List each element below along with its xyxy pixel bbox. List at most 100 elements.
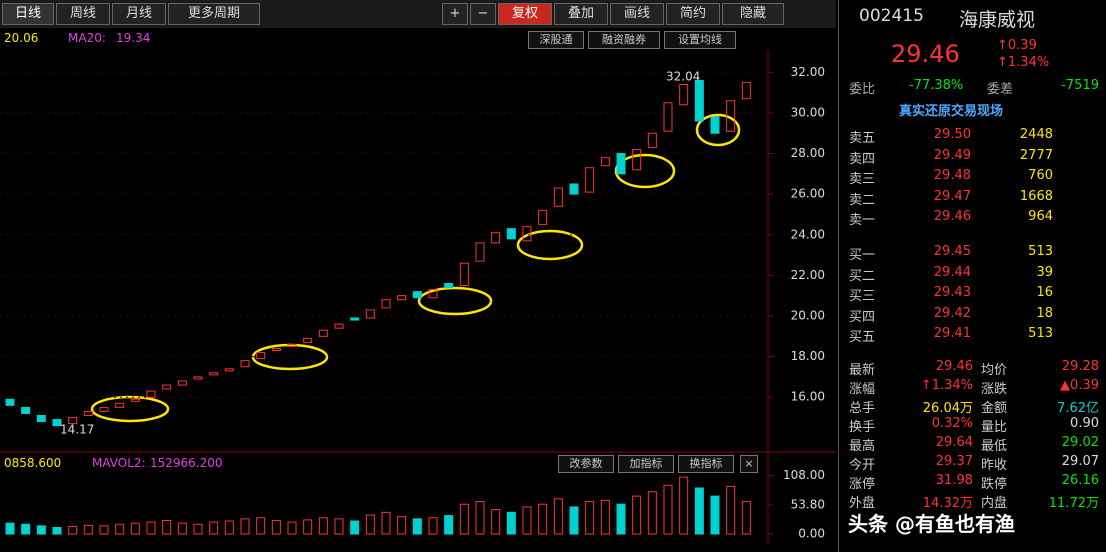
toolbar-button[interactable]: 月线 bbox=[112, 3, 166, 25]
y-tick-label: 32.00 bbox=[791, 65, 825, 79]
volume-bar bbox=[381, 511, 391, 535]
candle bbox=[334, 323, 344, 329]
volume-bar bbox=[83, 524, 93, 535]
candle bbox=[5, 398, 15, 406]
stat-value: 29.37 bbox=[935, 454, 973, 469]
toolbar-button[interactable]: 叠加 bbox=[554, 3, 608, 25]
volume-bar bbox=[115, 523, 125, 535]
stat-label: 涨跌 bbox=[981, 382, 1008, 397]
volume-bar bbox=[412, 518, 422, 535]
candle bbox=[256, 352, 266, 360]
volume-bar bbox=[68, 525, 78, 535]
candle bbox=[710, 116, 720, 134]
chart-button[interactable]: 深股通 bbox=[528, 31, 584, 49]
stat-label: 金额 bbox=[981, 401, 1008, 416]
panel-button[interactable]: × bbox=[740, 455, 758, 473]
book-price: 29.47 bbox=[933, 188, 971, 204]
toolbar-button[interactable]: + bbox=[442, 3, 468, 25]
volume-bar bbox=[162, 519, 172, 535]
volume-bar bbox=[710, 495, 720, 535]
volume-bar bbox=[271, 519, 281, 535]
book-price: 29.44 bbox=[933, 264, 971, 280]
candle bbox=[36, 414, 46, 423]
book-price: 29.41 bbox=[933, 326, 971, 341]
volume-bar bbox=[240, 518, 250, 535]
book-price: 29.46 bbox=[933, 209, 971, 224]
stock-code: 002415 bbox=[859, 6, 924, 26]
panel-button[interactable]: 换指标 bbox=[678, 455, 734, 473]
legend-ma-label: MA20: bbox=[68, 31, 106, 45]
candle bbox=[444, 282, 454, 289]
volume-bar bbox=[350, 520, 360, 535]
book-price: 29.48 bbox=[933, 168, 971, 183]
stat-label: 最低 bbox=[981, 439, 1008, 454]
panel-button[interactable]: 改参数 bbox=[558, 455, 614, 473]
candle bbox=[397, 295, 407, 301]
change-pct: ↑1.34% bbox=[997, 55, 1050, 70]
legend-ma-value: 19.34 bbox=[116, 31, 151, 45]
candle bbox=[271, 347, 281, 352]
volume-bar bbox=[21, 523, 31, 535]
stat-value: 14.32万 bbox=[922, 496, 973, 511]
y-tick-label: 108.00 bbox=[783, 468, 825, 482]
toolbar-button[interactable]: 隐藏 bbox=[722, 3, 784, 25]
stat-label: 最高 bbox=[849, 439, 876, 454]
volume-bar bbox=[303, 519, 313, 535]
banner[interactable]: 真实还原交易现场 bbox=[899, 104, 1004, 119]
volume-bar bbox=[600, 499, 610, 535]
stat-label: 涨幅 bbox=[849, 382, 876, 397]
stat-label: 内盘 bbox=[981, 496, 1008, 511]
volume-bar bbox=[5, 522, 15, 535]
book-volume: 513 bbox=[1028, 244, 1053, 259]
volume-bar bbox=[741, 501, 751, 535]
candle bbox=[585, 167, 595, 193]
candle bbox=[569, 183, 579, 195]
y-tick-label: 0.00 bbox=[798, 527, 825, 541]
toolbar-button[interactable]: 画线 bbox=[610, 3, 664, 25]
book-label: 买一 bbox=[849, 248, 876, 263]
candle bbox=[679, 83, 689, 106]
stat-value: 29.07 bbox=[1061, 454, 1099, 469]
toolbar-button[interactable]: 日线 bbox=[2, 3, 54, 25]
candle bbox=[694, 79, 704, 122]
book-label: 卖三 bbox=[849, 172, 876, 187]
chart-button[interactable]: 设置均线 bbox=[664, 31, 736, 49]
book-label: 卖四 bbox=[849, 151, 876, 167]
volume-bar bbox=[475, 501, 485, 535]
candle bbox=[647, 132, 657, 148]
volume-bar bbox=[365, 514, 375, 535]
volume-bar bbox=[522, 506, 532, 535]
stat-value: ▲0.39 bbox=[1060, 378, 1099, 393]
volume-ma-label: MAVOL2: bbox=[92, 456, 146, 470]
candle bbox=[99, 406, 109, 412]
stat-value: 29.28 bbox=[1061, 359, 1099, 374]
legend-price: 20.06 bbox=[4, 31, 39, 45]
panel-button[interactable]: 加指标 bbox=[618, 455, 674, 473]
candle bbox=[459, 262, 469, 287]
volume-bar bbox=[99, 525, 109, 535]
volume-bar bbox=[428, 517, 438, 535]
toolbar-button[interactable]: 简约 bbox=[666, 3, 720, 25]
y-tick-label: 30.00 bbox=[791, 105, 825, 119]
candle bbox=[177, 380, 187, 386]
volume-bar bbox=[553, 498, 563, 535]
chart-button[interactable]: 融资融券 bbox=[588, 31, 660, 49]
volume-bar bbox=[36, 525, 46, 535]
stat-label: 外盘 bbox=[849, 496, 876, 511]
book-volume: 760 bbox=[1028, 168, 1053, 183]
volume-bar bbox=[193, 523, 203, 535]
toolbar-button[interactable]: − bbox=[470, 3, 496, 25]
stat-value: 26.04万 bbox=[922, 401, 973, 416]
stat-value: 31.98 bbox=[935, 473, 973, 488]
y-tick-label: 26.00 bbox=[791, 187, 825, 201]
volume-bar bbox=[256, 517, 266, 535]
candle bbox=[146, 390, 156, 398]
candle bbox=[21, 406, 31, 414]
book-volume: 964 bbox=[1028, 209, 1053, 224]
toolbar-button[interactable]: 更多周期 bbox=[168, 3, 260, 25]
book-label: 买五 bbox=[849, 330, 876, 345]
toolbar-button[interactable]: 复权 bbox=[498, 3, 552, 25]
highlight-ellipses bbox=[90, 113, 741, 423]
toolbar-button[interactable]: 周线 bbox=[56, 3, 110, 25]
candle bbox=[318, 329, 328, 337]
